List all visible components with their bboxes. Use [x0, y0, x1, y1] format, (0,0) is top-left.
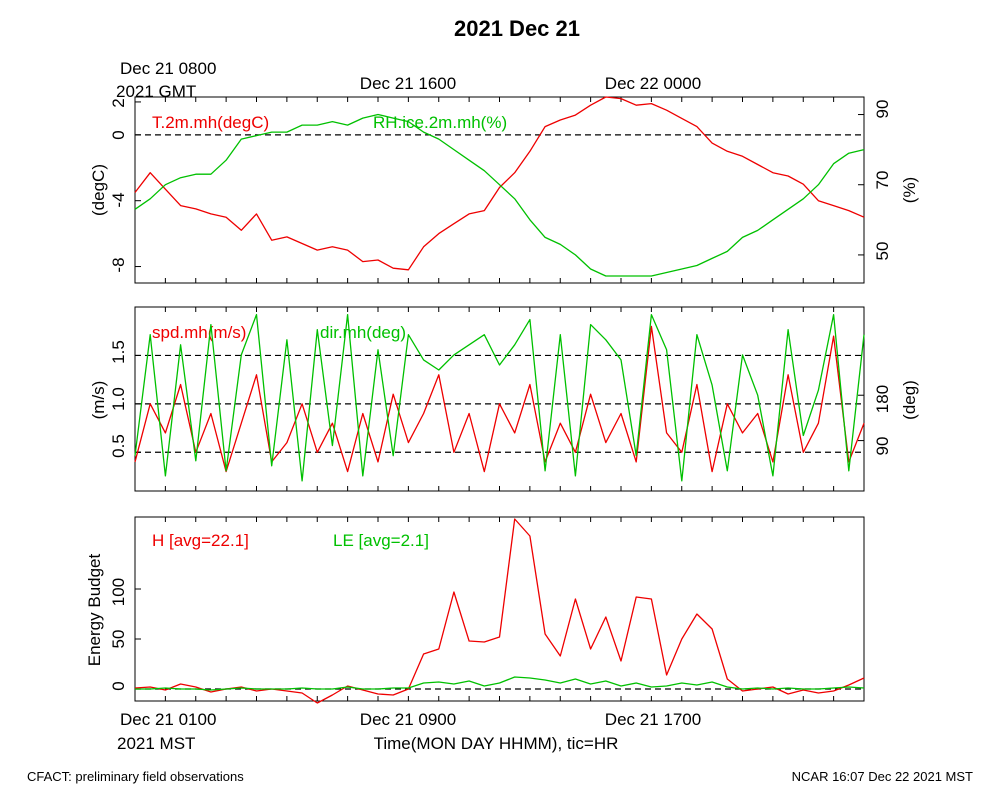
series-line-red	[134, 325, 865, 473]
temperature-tick-label-m4: -4	[109, 192, 128, 207]
top-axis-first-label-line2: 2021 GMT	[116, 82, 196, 101]
panel-energy-budget: Energy Budget 0 50 100 H [avg=22.1] LE […	[85, 531, 429, 691]
temperature-tick-label-m8: -8	[109, 257, 128, 272]
bottom-axis-label-1: Dec 21 0900	[360, 710, 456, 729]
plot-temperature-humidity	[134, 96, 865, 284]
direction-axis-label: (deg)	[900, 380, 919, 420]
energy-tick-label-0: 0	[109, 681, 128, 690]
plot-wind	[134, 306, 865, 492]
series-line-green	[134, 313, 865, 482]
series-line-green	[134, 113, 865, 277]
panel-wind: (m/s) (deg) 0.5 1.0 1.5 90 180 spd.mh(m/…	[89, 323, 919, 458]
humidity-legend: RH.ice.2m.mh(%)	[373, 113, 507, 132]
temperature-tick-label-2: 2	[109, 98, 128, 107]
series-line-red	[134, 518, 865, 704]
direction-tick-label-90: 90	[873, 437, 892, 456]
speed-tick-label-1-5: 1.5	[109, 340, 128, 364]
top-axis-first-label-line1: Dec 21 0800	[120, 59, 216, 78]
series-line-green	[135, 676, 865, 691]
footer-left: CFACT: preliminary field observations	[27, 769, 244, 784]
humidity-tick-label-90: 90	[873, 100, 892, 119]
temperature-tick-label-0: 0	[109, 130, 128, 139]
latent-heat-legend: LE [avg=2.1]	[333, 531, 429, 550]
series-line-red	[134, 96, 865, 271]
speed-tick-label-1-0: 1.0	[109, 387, 128, 411]
top-axis-label-1: Dec 21 1600	[360, 74, 456, 93]
energy-tick-label-50: 50	[109, 630, 128, 649]
x-axis-title: Time(MON DAY HHMM), tic=HR	[374, 734, 619, 753]
humidity-axis-label: (%)	[900, 177, 919, 203]
temperature-legend: T.2m.mh(degC)	[152, 113, 269, 132]
bottom-axis-first-label-line1: Dec 21 0100	[120, 710, 216, 729]
plot-energy-budget	[134, 516, 865, 704]
humidity-tick-label-70: 70	[873, 171, 892, 190]
speed-axis-label: (m/s)	[89, 381, 108, 420]
bottom-axis-first-label-line2: 2021 MST	[117, 734, 195, 753]
direction-legend: dir.mh(deg)	[320, 323, 406, 342]
footer-right: NCAR 16:07 Dec 22 2021 MST	[792, 769, 973, 784]
temperature-axis-label: (degC)	[89, 164, 108, 216]
speed-legend: spd.mh(m/s)	[152, 323, 246, 342]
sensible-heat-legend: H [avg=22.1]	[152, 531, 249, 550]
direction-tick-label-180: 180	[873, 385, 892, 413]
chart-title: 2021 Dec 21	[454, 16, 580, 41]
speed-tick-label-0-5: 0.5	[109, 434, 128, 458]
humidity-tick-label-50: 50	[873, 242, 892, 261]
top-axis-label-2: Dec 22 0000	[605, 74, 701, 93]
bottom-axis-label-2: Dec 21 1700	[605, 710, 701, 729]
panel-temperature-humidity: (degC) (%) 2 0 -4 -8 90 70 50 T.2m.mh(de…	[89, 98, 919, 272]
energy-tick-label-100: 100	[109, 578, 128, 606]
energy-axis-label: Energy Budget	[85, 553, 104, 666]
